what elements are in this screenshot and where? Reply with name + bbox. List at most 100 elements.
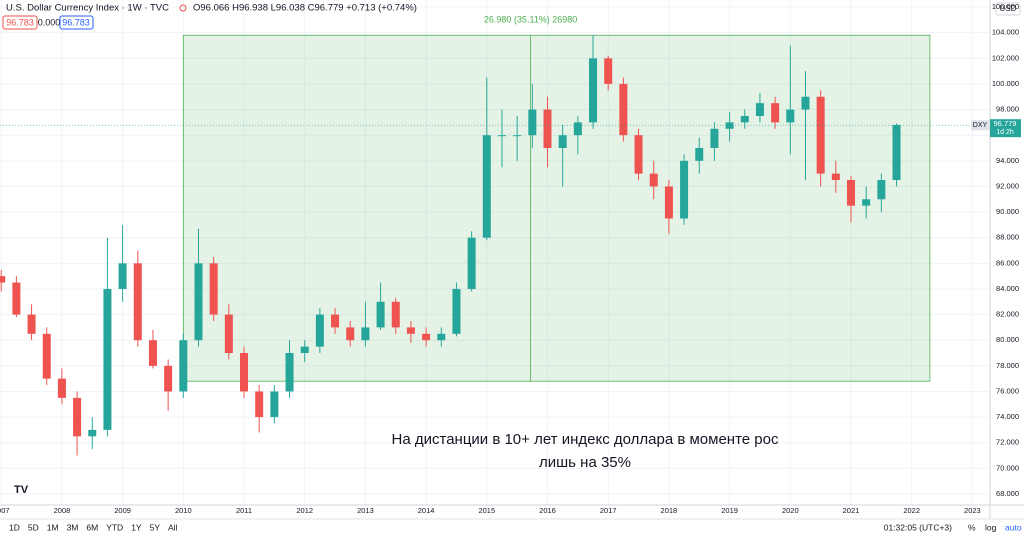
range-button[interactable]: 1D xyxy=(9,522,20,532)
candle-body xyxy=(0,276,6,283)
candle-body xyxy=(831,173,840,181)
candle-body xyxy=(42,333,51,379)
candle-body xyxy=(437,333,446,341)
x-tick-label: 2023 xyxy=(964,506,981,515)
scale-option[interactable]: log xyxy=(985,522,997,532)
currency-button[interactable] xyxy=(995,2,1021,16)
y-tick-label: 106.000 xyxy=(992,2,1019,11)
candle-body xyxy=(755,103,764,116)
y-tick-label: 86.000 xyxy=(996,258,1019,267)
candle-body xyxy=(346,327,355,341)
candle-body xyxy=(315,314,324,347)
range-button[interactable]: 5D xyxy=(28,522,39,532)
y-tick-label: 104.000 xyxy=(992,28,1019,37)
countdown: 1d 2h xyxy=(996,129,1014,136)
plot: 26.980 (35.11%) 26980 xyxy=(0,15,990,456)
candle-body xyxy=(877,180,886,200)
candle-body xyxy=(862,199,871,206)
x-tick-label: 2014 xyxy=(418,506,435,515)
candle-body xyxy=(513,135,522,137)
candle-body xyxy=(892,124,901,181)
x-tick-label: 2018 xyxy=(661,506,678,515)
x-tick-label: 2017 xyxy=(600,506,617,515)
y-tick-label: 94.000 xyxy=(996,156,1019,165)
candle-body xyxy=(148,340,157,366)
y-tick-label: 80.000 xyxy=(996,335,1019,344)
candle-body xyxy=(816,96,825,174)
candle-body xyxy=(331,314,340,328)
candle-body xyxy=(27,314,36,334)
y-tick-label: 70.000 xyxy=(996,463,1019,472)
candle-body xyxy=(573,122,582,136)
y-tick-label: 90.000 xyxy=(996,207,1019,216)
candle-body xyxy=(240,353,249,392)
range-button[interactable]: 5Y xyxy=(150,522,161,532)
y-tick-label: 84.000 xyxy=(996,284,1019,293)
range-button[interactable]: All xyxy=(168,522,178,532)
y-tick-label: 102.000 xyxy=(992,53,1019,62)
tag: 96.783 xyxy=(62,17,90,27)
currency[interactable]: USD xyxy=(1000,4,1017,13)
scale-option[interactable]: auto xyxy=(1005,522,1022,532)
x-tick-label: 2011 xyxy=(236,506,252,515)
y-tick-label: 82.000 xyxy=(996,310,1019,319)
x-tick-label: 2016 xyxy=(539,506,556,515)
candle-body xyxy=(452,288,461,334)
symbol-title[interactable]: U.S. Dollar Currency Index · 1W · TVC xyxy=(6,3,169,14)
candle-body xyxy=(649,173,658,187)
candle-body xyxy=(194,263,203,341)
y-tick-label: 88.000 xyxy=(996,233,1019,242)
range-button[interactable]: 1M xyxy=(47,522,59,532)
y-tick-label: 78.000 xyxy=(996,361,1019,370)
tag-box xyxy=(2,15,38,30)
candle-body xyxy=(543,109,552,149)
clock: 01:32:05 (UTC+3) xyxy=(884,522,952,532)
y-tick-label: 72.000 xyxy=(996,438,1019,447)
x-tick-label: 2010 xyxy=(175,506,192,515)
candle-body xyxy=(725,122,734,129)
tag-box xyxy=(59,15,94,30)
y-tick-label: 92.000 xyxy=(996,181,1019,190)
candle-body xyxy=(406,327,415,334)
candle-body xyxy=(164,365,173,392)
scale-option[interactable]: % xyxy=(968,522,976,532)
candle-body xyxy=(376,301,385,328)
range-button[interactable]: 3M xyxy=(67,522,79,532)
candle-body xyxy=(224,314,233,354)
candle-body xyxy=(771,103,780,123)
y-tick-label: 76.000 xyxy=(996,386,1019,395)
candle-body xyxy=(270,391,279,418)
range-button[interactable]: 1Y xyxy=(131,522,142,532)
x-tick-label: 2012 xyxy=(296,506,313,515)
x-tick-label: 2008 xyxy=(54,506,71,515)
y-tick-label: 68.000 xyxy=(996,489,1019,498)
x-tick-label: 2019 xyxy=(721,506,738,515)
candle-body xyxy=(118,263,127,289)
y-tick-label: 74.000 xyxy=(996,412,1019,421)
candle-body xyxy=(88,429,97,437)
logo: TV xyxy=(14,484,29,496)
candle-body xyxy=(710,128,719,149)
candle-body xyxy=(589,58,598,123)
candle-body xyxy=(619,83,628,136)
candle-body xyxy=(604,58,613,84)
annotation: На дистанции в 10+ лет индекс доллара в … xyxy=(392,431,779,448)
price-tag-box xyxy=(990,119,1021,138)
measure-label: 26.980 (35.11%) 26980 xyxy=(484,15,577,25)
symbol-tag: DXY xyxy=(973,122,988,129)
range-button[interactable]: YTD xyxy=(106,522,123,532)
ohlc: O96.066 H96.938 L96.038 C96.779 +0.713 (… xyxy=(193,3,417,14)
candle-body xyxy=(801,96,810,110)
candle-body xyxy=(664,186,673,219)
symbol-tag-box xyxy=(971,120,990,131)
candle-body xyxy=(740,115,749,123)
range-button[interactable]: 6M xyxy=(86,522,98,532)
x-tick-label: 2007 xyxy=(0,506,10,515)
candle-body xyxy=(846,180,855,206)
candle-body xyxy=(209,263,218,315)
candle-body xyxy=(300,346,309,354)
candle-body xyxy=(422,333,431,341)
toolbar: 1D 5D 1M 3M 6M YTD 1Y 5Y All 01:32:05 (UTC+3)% log… xyxy=(9,522,1022,532)
candle-body xyxy=(786,109,795,123)
